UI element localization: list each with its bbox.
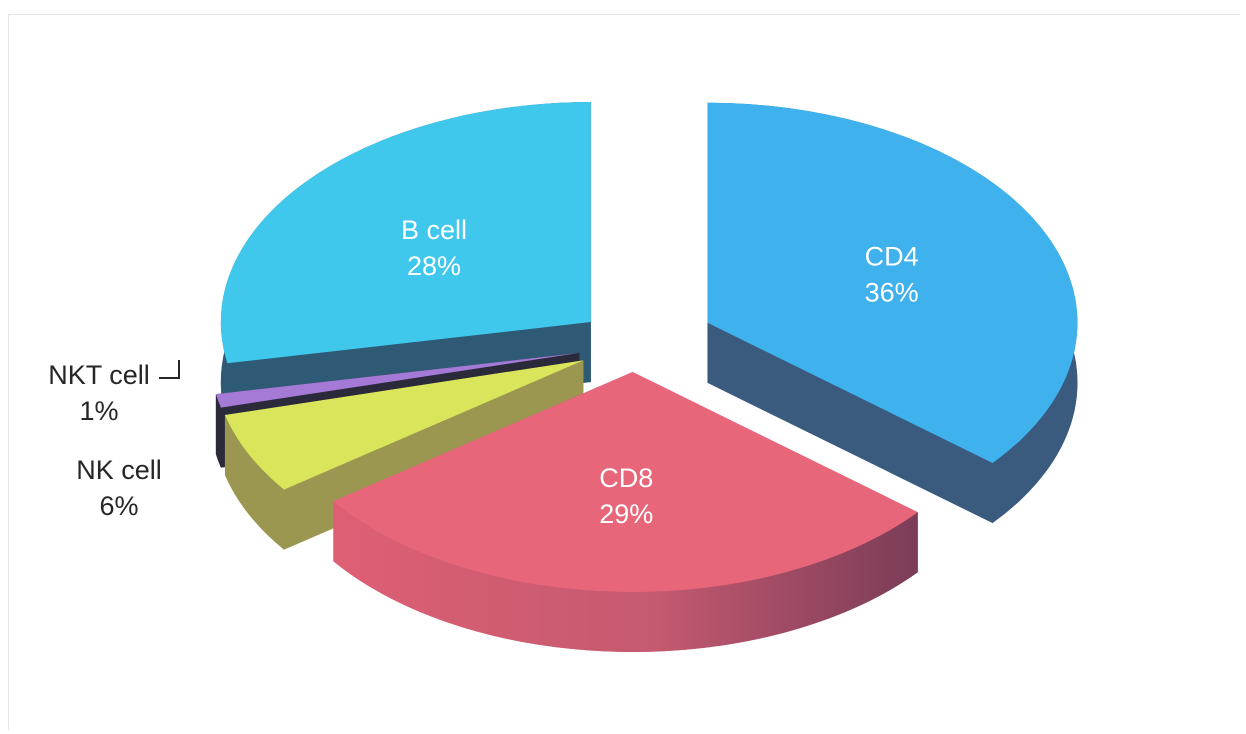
pie-slice-wall-cd4-1 <box>707 322 993 524</box>
leader-line-nkt-cell <box>159 360 180 379</box>
data-label-value-nk-cell: 6% <box>99 491 138 521</box>
data-label-name-cd8: CD8 <box>599 463 653 493</box>
data-label-value-b-cell: 28% <box>407 251 461 281</box>
data-label-name-nk-cell: NK cell <box>76 455 162 485</box>
pie-slice-band-nkt-cell <box>215 394 221 468</box>
data-label-name-cd4: CD4 <box>865 241 919 271</box>
pie-slice-cd4 <box>707 102 1078 524</box>
pie-chart: CD4 36% CD8 29% NK cell 6% NKT cell 1% B cell 28% <box>48 102 1078 652</box>
pie-slice-top-nkt-cell <box>215 352 580 408</box>
data-label-name-b-cell: B cell <box>401 215 467 245</box>
data-label-name-nkt-cell: NKT cell <box>48 360 150 390</box>
pie-slice-top-cd4 <box>707 102 1078 464</box>
data-label-value-cd8: 29% <box>599 499 653 529</box>
pie-slice-top-b-cell <box>220 102 591 364</box>
pie-slice-top-nk-cell <box>224 360 584 490</box>
data-label-value-nkt-cell: 1% <box>79 396 118 426</box>
pie-slice-cd8 <box>333 371 918 652</box>
pie-slice-band-cd8 <box>333 501 918 652</box>
chart-frame: CD4 36% CD8 29% NK cell 6% NKT cell 1% B cell 28% <box>8 14 1240 730</box>
data-label-value-cd4: 36% <box>865 277 919 307</box>
pie-slice-band-nk-cell <box>224 415 284 550</box>
pie-slice-top-cd8 <box>333 371 918 592</box>
